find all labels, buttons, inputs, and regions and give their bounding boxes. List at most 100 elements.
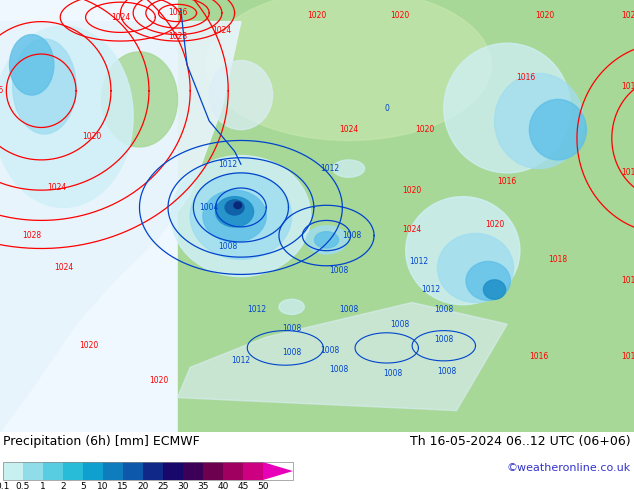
Text: 25: 25 (157, 482, 169, 490)
Text: 1016: 1016 (0, 86, 3, 95)
Text: 40: 40 (217, 482, 229, 490)
Text: 1024: 1024 (339, 125, 358, 134)
Text: 1016: 1016 (621, 82, 634, 91)
Text: 1008: 1008 (342, 231, 361, 240)
Text: 1012: 1012 (409, 257, 428, 266)
Ellipse shape (203, 190, 266, 242)
Text: 5: 5 (80, 482, 86, 490)
Text: 1016: 1016 (498, 177, 517, 186)
Bar (143, 462, 163, 480)
Text: 1020: 1020 (536, 11, 555, 20)
Bar (103, 462, 123, 480)
Ellipse shape (190, 173, 292, 259)
Text: 20: 20 (138, 482, 149, 490)
Text: 1012: 1012 (422, 285, 441, 294)
Text: 1008: 1008 (390, 319, 409, 329)
Bar (183, 462, 203, 480)
Bar (23, 462, 43, 480)
Text: 1: 1 (40, 482, 46, 490)
Text: 2: 2 (60, 482, 66, 490)
Text: 1008: 1008 (434, 335, 453, 344)
Text: 1020: 1020 (307, 11, 327, 20)
Bar (63, 462, 83, 480)
Text: 1020: 1020 (621, 11, 634, 20)
Ellipse shape (209, 60, 273, 130)
Bar (163, 462, 183, 480)
Text: 1020: 1020 (485, 220, 504, 229)
Text: 1024: 1024 (212, 26, 231, 35)
Text: 1012: 1012 (219, 160, 238, 169)
Ellipse shape (495, 74, 583, 169)
Bar (243, 462, 263, 480)
Text: 1004: 1004 (200, 203, 219, 212)
Bar (3, 462, 23, 480)
Text: 0.5: 0.5 (16, 482, 30, 490)
Text: 1024: 1024 (48, 183, 67, 193)
Text: 1008: 1008 (282, 324, 301, 333)
Ellipse shape (10, 35, 54, 95)
Text: 1016: 1016 (529, 352, 548, 361)
Text: 1020: 1020 (415, 125, 434, 134)
Text: 1008: 1008 (437, 367, 456, 376)
Text: 1028: 1028 (168, 32, 187, 41)
Text: 1020: 1020 (403, 186, 422, 195)
Ellipse shape (333, 160, 365, 177)
Ellipse shape (437, 233, 514, 302)
Polygon shape (263, 462, 293, 480)
Ellipse shape (444, 43, 571, 173)
FancyBboxPatch shape (178, 0, 634, 432)
Ellipse shape (529, 99, 586, 160)
Text: 1024: 1024 (403, 224, 422, 234)
Ellipse shape (216, 196, 254, 227)
Text: 1008: 1008 (320, 345, 339, 355)
Ellipse shape (483, 280, 506, 299)
Ellipse shape (171, 156, 311, 276)
Polygon shape (0, 22, 241, 432)
Text: 1008: 1008 (330, 266, 349, 274)
Bar (123, 462, 143, 480)
Text: Th 16-05-2024 06..12 UTC (06+06): Th 16-05-2024 06..12 UTC (06+06) (410, 435, 631, 448)
Text: 1020: 1020 (79, 341, 98, 350)
Text: 10: 10 (97, 482, 109, 490)
Text: 1020: 1020 (82, 132, 101, 141)
Text: 1012: 1012 (247, 304, 266, 314)
Bar (83, 462, 103, 480)
Ellipse shape (279, 299, 304, 315)
Text: 0: 0 (384, 103, 389, 113)
Ellipse shape (225, 200, 244, 215)
Polygon shape (178, 302, 507, 411)
Text: ©weatheronline.co.uk: ©weatheronline.co.uk (507, 463, 631, 473)
Ellipse shape (0, 26, 133, 207)
Text: 1020: 1020 (149, 376, 168, 385)
Bar (203, 462, 223, 480)
Text: 35: 35 (197, 482, 209, 490)
Ellipse shape (101, 52, 178, 147)
Text: 30: 30 (178, 482, 189, 490)
Ellipse shape (466, 262, 510, 300)
Text: 1016: 1016 (517, 74, 536, 82)
Text: 1008: 1008 (434, 304, 453, 314)
Text: 15: 15 (117, 482, 129, 490)
Text: 45: 45 (237, 482, 249, 490)
Text: Precipitation (6h) [mm] ECMWF: Precipitation (6h) [mm] ECMWF (3, 435, 200, 448)
Text: 1012: 1012 (231, 356, 250, 366)
Text: 50: 50 (257, 482, 269, 490)
Text: 1018: 1018 (548, 255, 567, 264)
Text: 1008: 1008 (330, 365, 349, 374)
Text: 1020: 1020 (390, 11, 409, 20)
Text: 1012: 1012 (621, 352, 634, 361)
Text: 1012: 1012 (621, 169, 634, 177)
Text: 1008: 1008 (384, 369, 403, 378)
Text: 1036: 1036 (168, 8, 187, 18)
Text: 1012: 1012 (320, 164, 339, 173)
Text: 1008: 1008 (219, 242, 238, 251)
Ellipse shape (314, 232, 339, 248)
Text: 1024: 1024 (111, 13, 130, 22)
Bar (43, 462, 63, 480)
Text: 1008: 1008 (282, 348, 301, 357)
Text: 0.1: 0.1 (0, 482, 10, 490)
Text: 1024: 1024 (54, 264, 73, 272)
Ellipse shape (406, 196, 520, 305)
Text: 1008: 1008 (339, 304, 358, 314)
Ellipse shape (234, 202, 242, 209)
